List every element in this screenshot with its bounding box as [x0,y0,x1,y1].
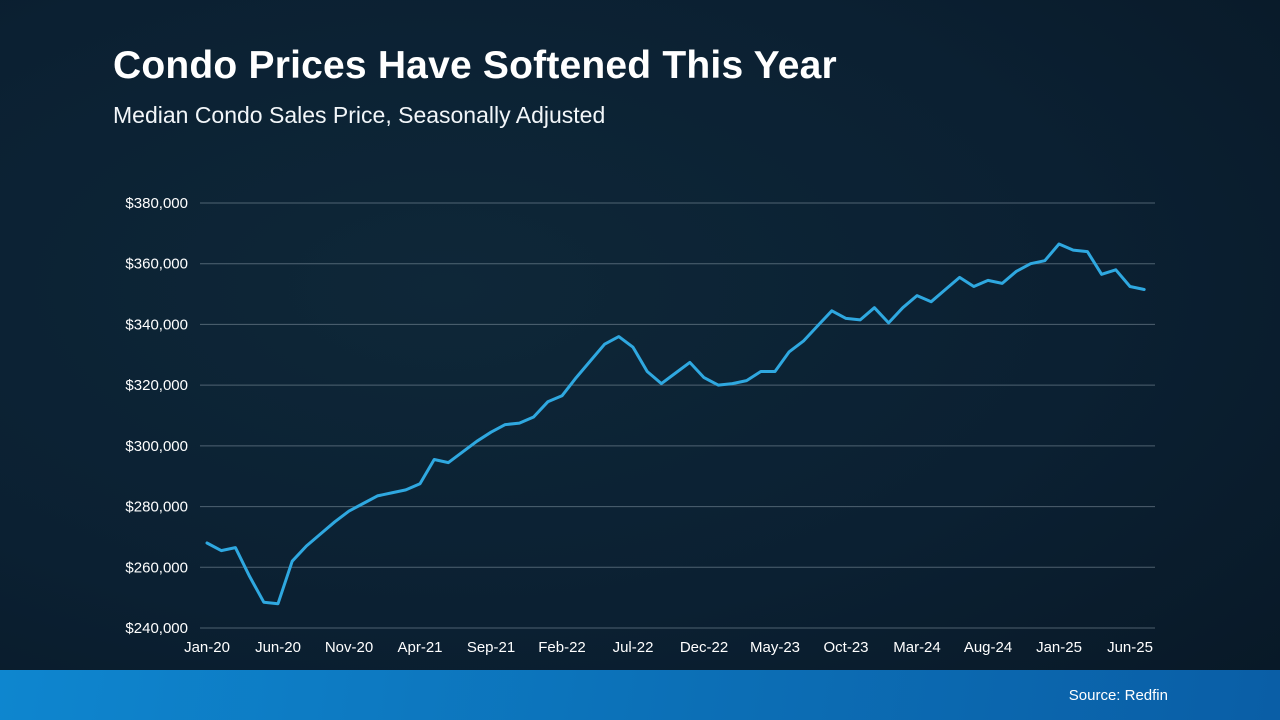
x-axis-tick-label: Nov-20 [325,639,373,656]
condo-price-series-line [205,242,1146,606]
y-axis-tick-label: $300,000 [125,438,188,455]
price-line-chart: $240,000 $260,000 $280,000 $300,000 $320,000… [125,195,1155,656]
page-title: Condo Prices Have Softened This Year [113,44,837,87]
x-axis-tick-label: Feb-22 [538,639,586,656]
x-axis-tick-label: Mar-24 [893,639,941,656]
x-axis-tick-label: Aug-24 [964,639,1012,656]
y-axis-tick-label: $340,000 [125,316,188,333]
y-axis-tick-label: $360,000 [125,256,188,273]
x-axis-tick-label: Jan-25 [1036,639,1082,656]
footer-bar: Source: Redfin [0,670,1280,720]
y-axis-tick-label: $320,000 [125,377,188,394]
source-attribution: Source: Redfin [1068,686,1168,704]
x-axis-tick-label: Sep-21 [467,639,515,656]
x-axis-tick-label: Apr-21 [397,639,442,656]
header: Condo Prices Have Softened This Year Med… [113,44,837,129]
x-axis-tick-label: Dec-22 [680,639,728,656]
y-axis-tick-label: $280,000 [125,499,188,516]
x-axis-tick-label: Jul-22 [613,639,654,656]
y-axis-tick-label: $380,000 [125,195,188,212]
y-axis-tick-label: $240,000 [125,620,188,637]
x-axis-tick-label: May-23 [750,639,800,656]
chart-subtitle: Median Condo Sales Price, Seasonally Adj… [113,102,606,128]
x-axis-tick-label: Oct-23 [823,639,868,656]
chart-area: $240,000 $260,000 $280,000 $300,000 $320,000… [100,170,1170,675]
x-axis-tick-label: Jun-25 [1107,639,1153,656]
x-axis-tick-label: Jun-20 [255,639,301,656]
y-axis-tick-label: $260,000 [125,559,188,576]
x-axis-tick-label: Jan-20 [184,639,230,656]
